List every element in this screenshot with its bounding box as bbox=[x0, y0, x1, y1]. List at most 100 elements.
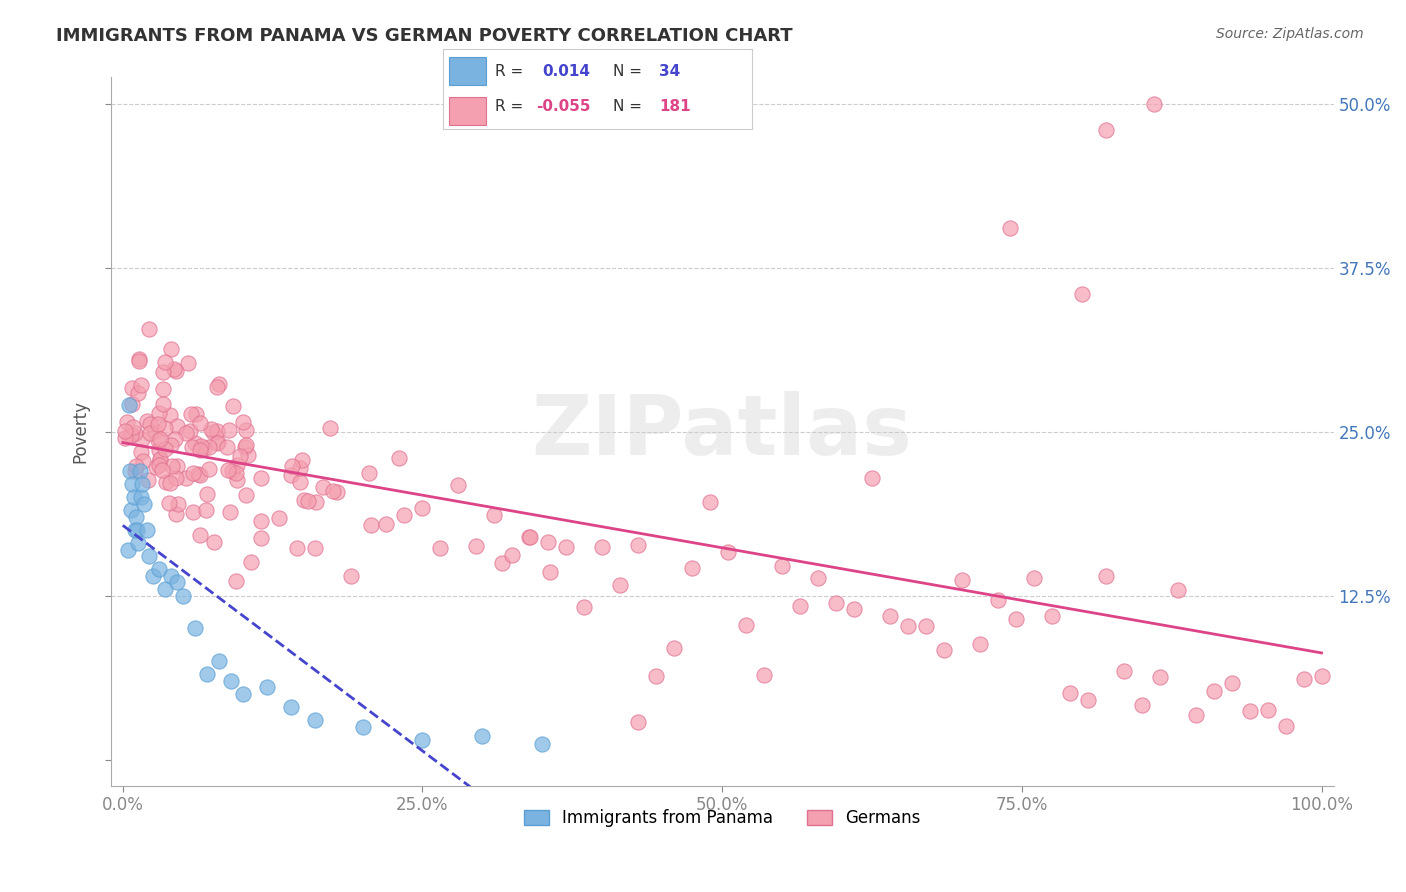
Point bbox=[1292, 672, 1315, 686]
Point bbox=[132, 454, 155, 468]
Point bbox=[207, 435, 229, 450]
Point bbox=[165, 471, 187, 485]
Point bbox=[160, 342, 183, 356]
Point bbox=[124, 426, 146, 441]
Point bbox=[447, 478, 470, 492]
Point bbox=[1257, 703, 1279, 717]
Point bbox=[1094, 569, 1116, 583]
Point bbox=[195, 667, 218, 681]
Point bbox=[165, 364, 187, 378]
Point bbox=[998, 221, 1021, 235]
Point bbox=[118, 429, 141, 443]
Point bbox=[122, 490, 145, 504]
Point bbox=[352, 720, 374, 734]
Point bbox=[491, 557, 513, 571]
Point bbox=[122, 420, 145, 434]
Point bbox=[184, 435, 207, 450]
Point bbox=[181, 505, 204, 519]
Text: ZIPatlas: ZIPatlas bbox=[531, 391, 912, 472]
Point bbox=[120, 427, 142, 442]
Point bbox=[950, 573, 973, 587]
Point bbox=[360, 517, 382, 532]
Point bbox=[681, 560, 703, 574]
Point bbox=[752, 667, 775, 681]
Point bbox=[285, 541, 308, 555]
Point bbox=[138, 426, 160, 441]
Text: R =: R = bbox=[495, 99, 523, 114]
Point bbox=[188, 417, 211, 431]
Point bbox=[1022, 571, 1045, 585]
Point bbox=[200, 422, 222, 436]
Point bbox=[292, 492, 315, 507]
Point bbox=[236, 448, 259, 462]
Point bbox=[1274, 719, 1296, 733]
Point bbox=[897, 618, 920, 632]
Point bbox=[375, 517, 398, 532]
Point bbox=[152, 463, 174, 477]
Point bbox=[138, 549, 160, 564]
Point bbox=[770, 558, 793, 573]
Point bbox=[1149, 670, 1171, 684]
Point bbox=[120, 503, 142, 517]
Point bbox=[127, 536, 149, 550]
Point bbox=[157, 496, 180, 510]
Point bbox=[174, 425, 197, 440]
Text: R =: R = bbox=[495, 64, 523, 79]
Point bbox=[1070, 286, 1092, 301]
Point bbox=[198, 462, 221, 476]
Point bbox=[135, 523, 157, 537]
Point bbox=[222, 399, 245, 413]
Point bbox=[987, 593, 1010, 607]
Point bbox=[131, 477, 153, 491]
Point bbox=[146, 433, 169, 447]
Point bbox=[465, 539, 488, 553]
Point bbox=[129, 378, 152, 392]
Point bbox=[645, 669, 668, 683]
Point bbox=[121, 477, 143, 491]
Point bbox=[179, 424, 201, 438]
Point bbox=[153, 442, 176, 456]
Point bbox=[304, 541, 326, 555]
Point bbox=[142, 569, 165, 583]
Point bbox=[166, 575, 188, 590]
Point bbox=[118, 398, 141, 412]
Point bbox=[915, 619, 938, 633]
Point bbox=[153, 421, 176, 435]
Point bbox=[517, 530, 540, 544]
Point bbox=[153, 355, 176, 369]
Point bbox=[249, 470, 271, 484]
Point bbox=[128, 354, 150, 368]
Point bbox=[221, 464, 243, 478]
Point bbox=[219, 505, 242, 519]
Point bbox=[193, 442, 215, 456]
Point bbox=[1143, 96, 1166, 111]
Point bbox=[235, 438, 257, 452]
Point bbox=[195, 487, 218, 501]
Point bbox=[136, 473, 159, 487]
Y-axis label: Poverty: Poverty bbox=[72, 401, 89, 463]
Point bbox=[149, 453, 172, 467]
Point bbox=[184, 407, 207, 421]
Point bbox=[153, 582, 176, 596]
Point bbox=[609, 578, 631, 592]
Point bbox=[235, 488, 257, 502]
Point bbox=[538, 565, 561, 579]
Point bbox=[860, 470, 883, 484]
Point bbox=[125, 509, 148, 524]
Point bbox=[188, 468, 211, 483]
Point bbox=[394, 508, 416, 522]
Text: Source: ZipAtlas.com: Source: ZipAtlas.com bbox=[1216, 27, 1364, 41]
Point bbox=[226, 458, 249, 472]
Point bbox=[1220, 676, 1243, 690]
Point bbox=[160, 437, 183, 451]
Point bbox=[136, 414, 159, 428]
Point bbox=[205, 379, 228, 393]
Point bbox=[519, 530, 541, 544]
Text: 34: 34 bbox=[659, 64, 681, 79]
Point bbox=[124, 464, 146, 478]
Point bbox=[591, 540, 613, 554]
Point bbox=[115, 415, 138, 429]
Point bbox=[1239, 705, 1261, 719]
Point bbox=[152, 365, 174, 379]
Point bbox=[531, 737, 554, 751]
